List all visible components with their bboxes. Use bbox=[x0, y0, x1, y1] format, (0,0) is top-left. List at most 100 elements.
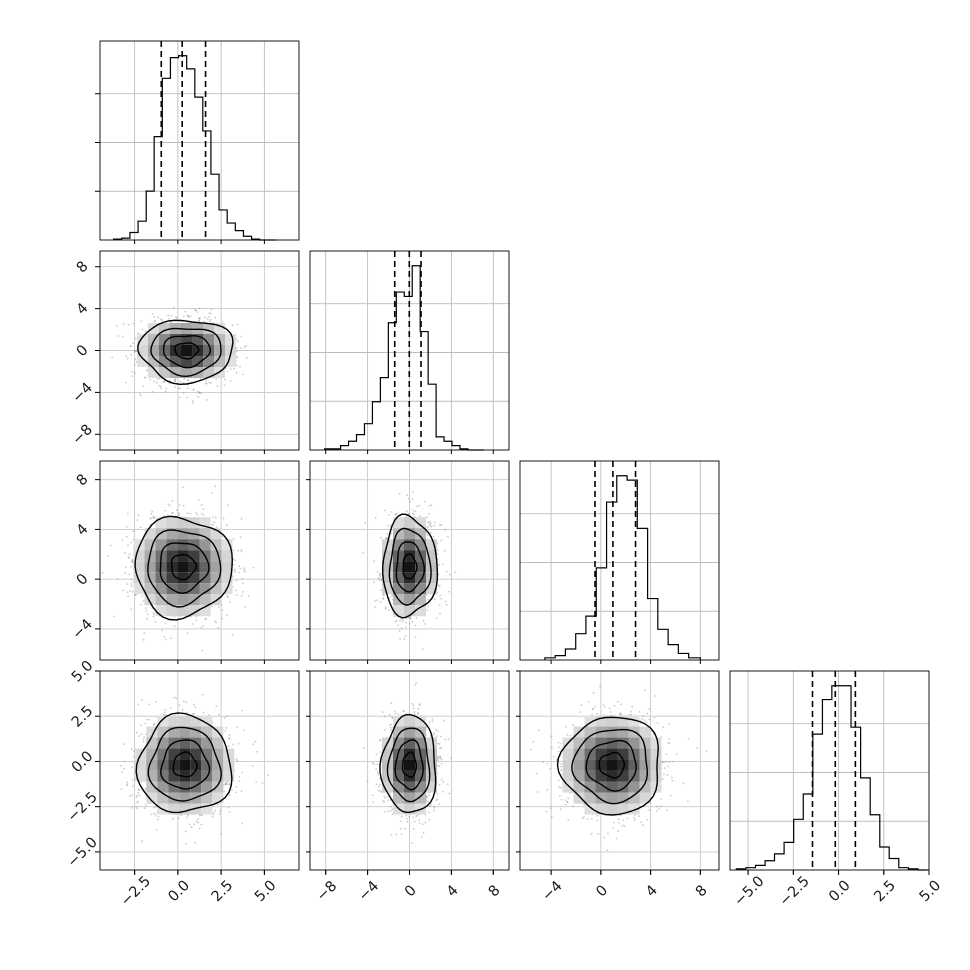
scatter-point bbox=[439, 747, 441, 749]
scatter-point bbox=[378, 574, 381, 576]
scatter-point bbox=[141, 840, 144, 843]
scatter-point bbox=[144, 722, 147, 725]
scatter-point bbox=[389, 724, 391, 727]
scatter-point bbox=[425, 800, 428, 802]
scatter-point bbox=[435, 799, 437, 802]
density-cell bbox=[144, 528, 156, 540]
scatter-point bbox=[168, 379, 171, 382]
density-cell bbox=[573, 759, 585, 771]
scatter-point bbox=[566, 801, 569, 804]
scatter-point bbox=[128, 557, 131, 559]
scatter-point bbox=[123, 552, 126, 554]
scatter-point bbox=[440, 539, 443, 542]
scatter-point bbox=[132, 785, 134, 787]
density-cell bbox=[639, 726, 651, 738]
scatter-point bbox=[224, 781, 227, 784]
scatter-point bbox=[439, 594, 441, 597]
scatter-point bbox=[155, 381, 158, 384]
scatter-point bbox=[660, 798, 663, 800]
density-cell bbox=[168, 726, 180, 738]
scatter-point bbox=[550, 735, 553, 737]
scatter-point bbox=[390, 595, 393, 597]
density-cell bbox=[144, 594, 156, 606]
scatter-point bbox=[182, 391, 185, 394]
scatter-point bbox=[587, 700, 590, 703]
scatter-point bbox=[566, 733, 568, 736]
scatter-point bbox=[393, 710, 396, 713]
joint-panel-content bbox=[310, 461, 509, 660]
scatter-point bbox=[234, 571, 237, 573]
density-cell bbox=[415, 781, 426, 793]
scatter-point bbox=[379, 576, 382, 579]
scatter-point bbox=[200, 392, 203, 395]
density-cell bbox=[584, 803, 596, 815]
scatter-point bbox=[251, 765, 254, 767]
scatter-point bbox=[135, 796, 138, 799]
scatter-point bbox=[186, 512, 189, 514]
density-cell bbox=[177, 517, 189, 529]
density-cell bbox=[404, 759, 415, 771]
scatter-point bbox=[220, 808, 222, 811]
density-cell bbox=[404, 803, 415, 815]
density-cell bbox=[210, 561, 222, 573]
scatter-point bbox=[175, 316, 177, 318]
scatter-point bbox=[641, 718, 643, 720]
scatter-point bbox=[186, 816, 188, 818]
scatter-point bbox=[631, 705, 634, 708]
y-tick-label: 0 bbox=[74, 342, 92, 360]
scatter-point bbox=[236, 338, 238, 341]
scatter-point bbox=[427, 605, 430, 608]
scatter-point bbox=[238, 571, 241, 574]
scatter-point bbox=[400, 627, 403, 630]
scatter-point bbox=[140, 394, 142, 397]
scatter-point bbox=[183, 700, 185, 703]
scatter-point bbox=[542, 761, 545, 764]
scatter-point bbox=[596, 819, 598, 822]
density-cell bbox=[415, 572, 426, 584]
density-cell bbox=[144, 583, 156, 595]
density-cell bbox=[157, 715, 169, 727]
density-cell bbox=[606, 748, 618, 760]
density-cell bbox=[168, 748, 180, 760]
scatter-point bbox=[621, 824, 624, 827]
density-cell bbox=[201, 792, 213, 804]
histogram-step-param-4 bbox=[735, 685, 928, 871]
scatter-point bbox=[388, 609, 390, 611]
scatter-point bbox=[212, 516, 215, 518]
scatter-point bbox=[138, 735, 140, 738]
scatter-point bbox=[427, 800, 430, 803]
scatter-point bbox=[411, 491, 414, 493]
scatter-point bbox=[410, 617, 412, 620]
density-cell bbox=[179, 792, 191, 804]
scatter-point bbox=[375, 768, 377, 770]
contour-level-3 bbox=[147, 529, 222, 608]
scatter-point bbox=[440, 746, 443, 749]
density-cell bbox=[221, 561, 233, 573]
scatter-point bbox=[165, 387, 168, 390]
density-cell bbox=[212, 759, 224, 771]
joint-panel-2-3 bbox=[309, 460, 510, 661]
scatter-point bbox=[405, 621, 408, 624]
scatter-point bbox=[454, 571, 457, 573]
scatter-point bbox=[371, 794, 374, 797]
scatter-point bbox=[387, 799, 389, 802]
scatter-point bbox=[235, 594, 238, 597]
scatter-point bbox=[137, 703, 140, 706]
scatter-point bbox=[136, 807, 139, 810]
joint-panel-1-3 bbox=[99, 460, 300, 661]
scatter-point bbox=[187, 315, 190, 318]
scatter-point bbox=[412, 707, 415, 710]
scatter-point bbox=[382, 598, 385, 600]
scatter-point bbox=[193, 712, 195, 715]
scatter-point bbox=[440, 735, 442, 738]
scatter-point bbox=[197, 818, 200, 820]
scatter-point bbox=[235, 371, 238, 374]
scatter-point bbox=[237, 550, 240, 552]
density-cell bbox=[212, 770, 224, 782]
contour-level-1 bbox=[170, 554, 198, 581]
y-tick-label: −2.5 bbox=[65, 789, 101, 825]
joint-panel-1-4 bbox=[99, 670, 300, 871]
scatter-point bbox=[362, 747, 365, 750]
scatter-point bbox=[186, 711, 188, 714]
y-tick-label: 4 bbox=[74, 300, 92, 318]
